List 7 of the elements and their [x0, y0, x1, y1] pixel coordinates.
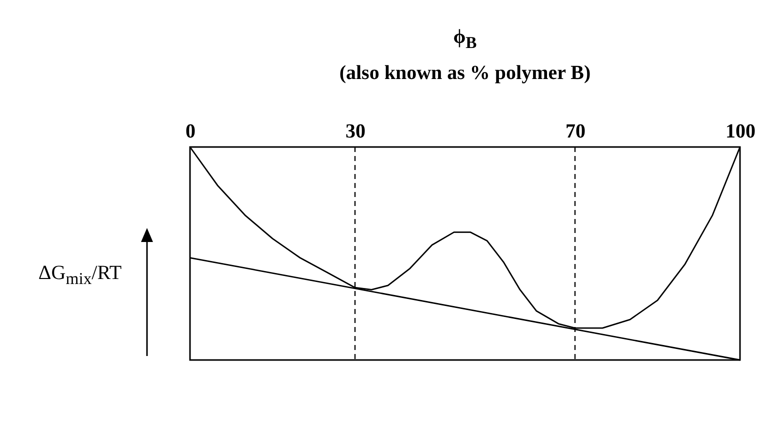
- y-axis-title: ΔG$_{mix}$/RT: [38, 262, 122, 288]
- x-tick-label: 100: [726, 120, 756, 142]
- x-tick-label: 0: [186, 120, 196, 142]
- x-axis-title: ϕ$_{B}$: [452, 25, 478, 54]
- chart-subtitle: (also known as % polymer B): [338, 61, 592, 86]
- x-tick-label: 70: [566, 120, 586, 142]
- x-tick-label: 30: [346, 120, 366, 142]
